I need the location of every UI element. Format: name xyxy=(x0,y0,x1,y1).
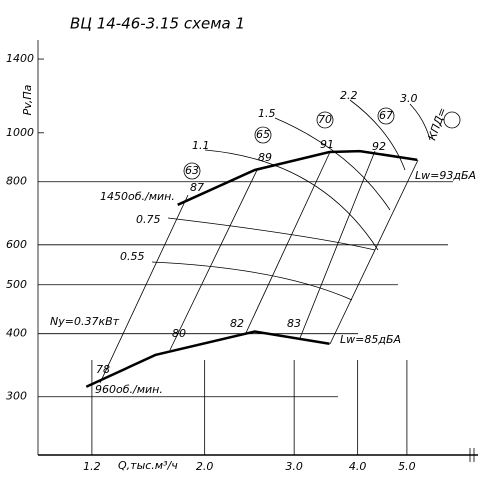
power-line xyxy=(349,99,406,171)
power-line xyxy=(409,103,431,141)
circle xyxy=(183,162,201,180)
circle xyxy=(254,126,272,144)
circle xyxy=(377,107,395,125)
power-line xyxy=(274,117,391,211)
y-tick-label: 300 xyxy=(6,390,27,403)
system-line xyxy=(329,159,419,345)
fan-curve xyxy=(177,149,418,206)
power-line xyxy=(151,261,353,301)
annotation: 82 xyxy=(230,317,244,330)
y-tick-label: 500 xyxy=(6,278,27,291)
annotation: 89 xyxy=(258,151,272,164)
x-tick-label: 5.0 xyxy=(398,460,416,473)
annotation: Ny=0.37кВт xyxy=(50,315,120,328)
circle xyxy=(443,111,461,129)
fan-curve xyxy=(85,330,330,388)
annotation: 3.0 xyxy=(400,92,418,105)
series-label: 960об./мин. xyxy=(95,383,163,396)
annotation: Lw=93дБА xyxy=(415,169,476,182)
annotation: 83 xyxy=(287,317,301,330)
annotation: КПД= xyxy=(425,106,449,142)
y-axis-label: Pv,Па xyxy=(21,84,34,115)
annotation: 67 xyxy=(379,109,393,122)
annotation: 70 xyxy=(318,113,332,126)
annotation: 63 xyxy=(185,164,199,177)
power-line xyxy=(167,217,376,251)
annotation: 1.5 xyxy=(258,107,276,120)
annotation: 0.75 xyxy=(136,213,161,226)
system-line xyxy=(244,151,331,336)
x-tick-label: 2.0 xyxy=(196,460,214,473)
x-tick-label: 3.0 xyxy=(285,460,303,473)
annotation: 1.1 xyxy=(192,139,210,152)
x-axis-label: Q,тыс.м³/ч xyxy=(118,459,178,472)
x-tick-label: 4.0 xyxy=(349,460,367,473)
annotation: 80 xyxy=(172,327,186,340)
y-tick-label: 800 xyxy=(6,175,27,188)
x-tick-label: 1.2 xyxy=(83,460,101,473)
series-label: 1450об./мин. xyxy=(100,190,175,203)
annotation: 91 xyxy=(320,138,334,151)
power-line xyxy=(204,149,379,251)
annotation: 2.2 xyxy=(340,89,358,102)
annotation: Lw=85дБА xyxy=(340,333,401,346)
circle xyxy=(316,111,334,129)
system-line xyxy=(169,167,259,351)
y-tick-label: 1400 xyxy=(6,52,34,65)
system-line xyxy=(99,194,189,384)
y-tick-label: 600 xyxy=(6,238,27,251)
annotation: 92 xyxy=(372,140,386,153)
chart-title: ВЦ 14-46-3.15 схема 1 xyxy=(70,15,245,33)
annotation: 78 xyxy=(96,363,110,376)
annotation: 65 xyxy=(256,128,270,141)
annotation: 0.55 xyxy=(120,250,145,263)
y-tick-label: 1000 xyxy=(6,126,34,139)
annotation: 87 xyxy=(190,181,204,194)
y-tick-label: 400 xyxy=(6,327,27,340)
